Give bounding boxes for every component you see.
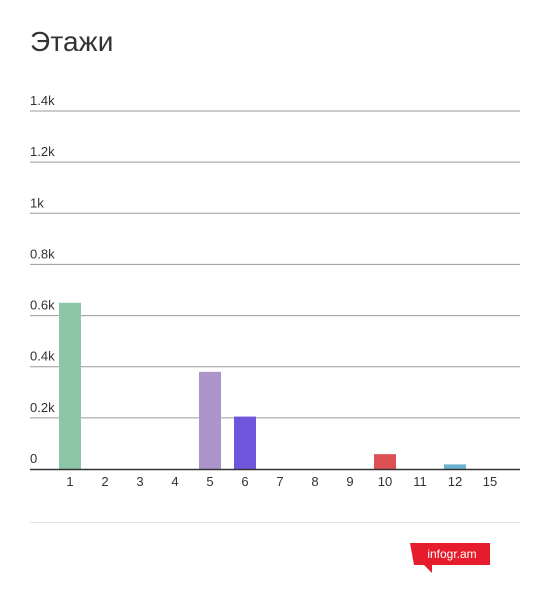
chart-title: Этажи — [30, 26, 114, 57]
y-tick-label: 0.2k — [30, 400, 55, 415]
y-tick-label: 0.6k — [30, 298, 55, 313]
bar — [444, 464, 466, 469]
x-tick-label: 10 — [378, 474, 392, 489]
x-tick-label: 6 — [241, 474, 248, 489]
x-tick-label: 12 — [448, 474, 462, 489]
x-tick-label: 3 — [136, 474, 143, 489]
bar — [59, 302, 81, 469]
y-tick-label: 0.8k — [30, 246, 55, 261]
bar — [234, 416, 256, 469]
x-tick-label: 11 — [413, 474, 427, 489]
y-tick-label: 1.2k — [30, 144, 55, 159]
y-tick-label: 0.4k — [30, 349, 55, 364]
x-tick-label: 8 — [311, 474, 318, 489]
y-tick-label: 1.4k — [30, 93, 55, 108]
x-tick-label: 7 — [276, 474, 283, 489]
x-tick-label: 4 — [171, 474, 178, 489]
x-tick-label: 1 — [66, 474, 73, 489]
y-tick-label: 1k — [30, 195, 44, 210]
infogram-logo-tail — [424, 565, 432, 573]
x-tick-label: 15 — [483, 474, 497, 489]
y-tick-label: 0 — [30, 451, 37, 466]
bar — [374, 454, 396, 469]
x-tick-label: 2 — [101, 474, 108, 489]
bar — [199, 371, 221, 469]
x-tick-label: 5 — [206, 474, 213, 489]
x-tick-label: 9 — [346, 474, 353, 489]
footer-divider — [30, 522, 520, 523]
infogram-logo[interactable]: infogr.am — [410, 543, 490, 565]
